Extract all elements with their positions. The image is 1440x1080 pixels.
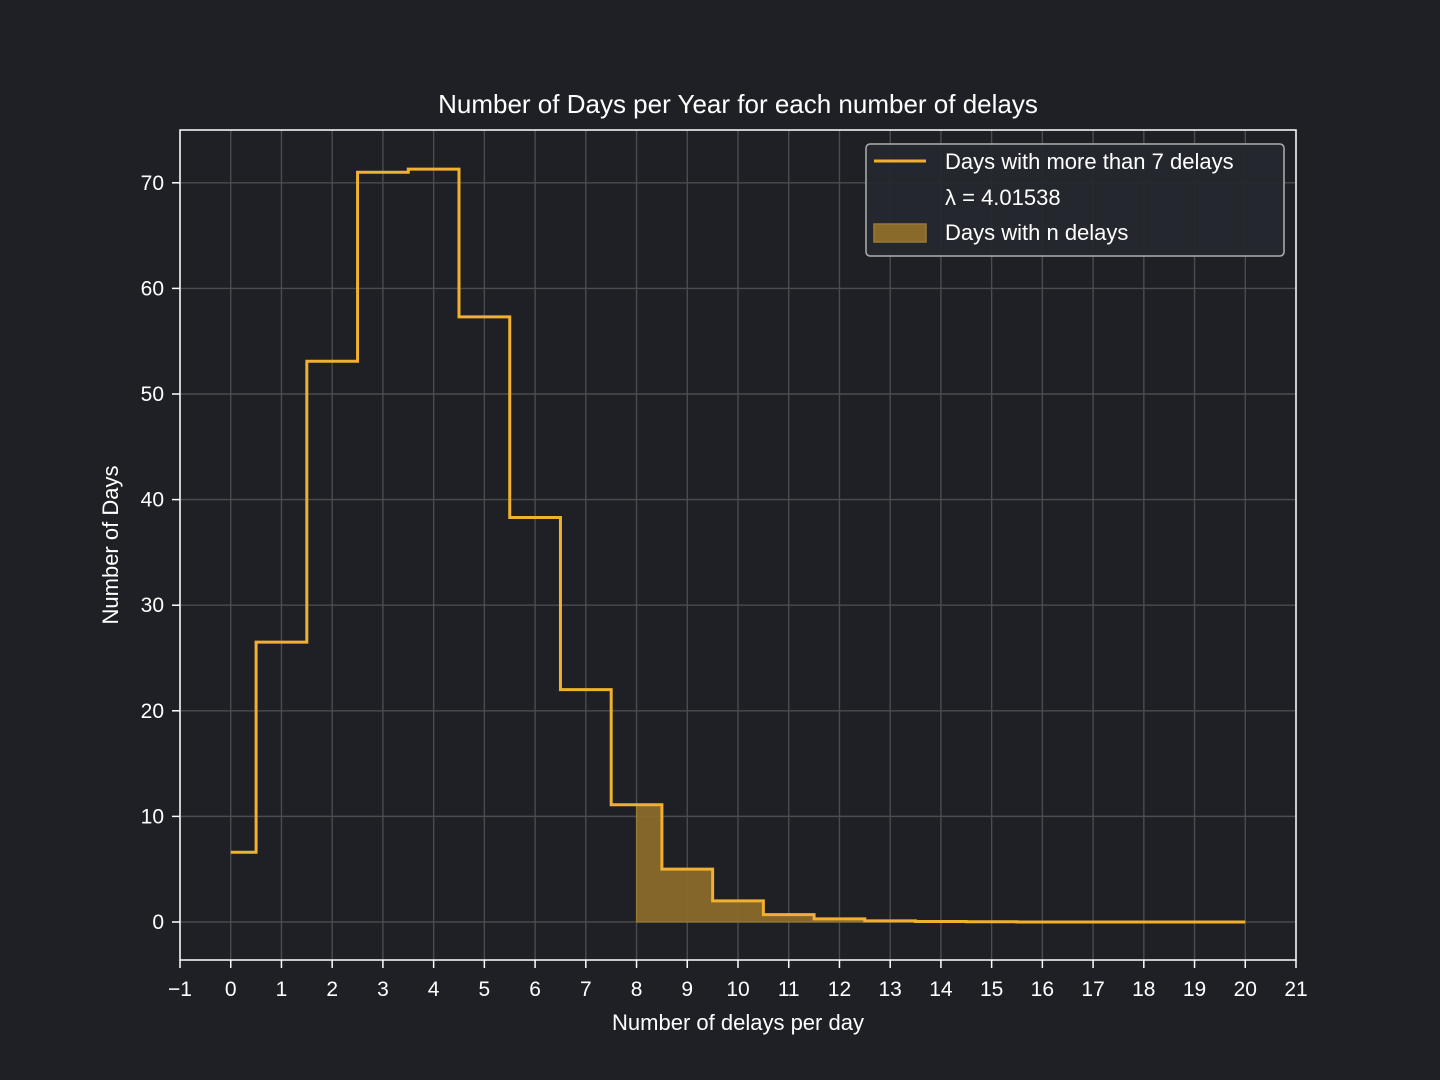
y-tick-label: 70 xyxy=(141,172,164,195)
step-line-days-with-more-than-7-delays xyxy=(230,167,1246,924)
y-axis-ticks: 0 10 20 30 40 50 60 70 xyxy=(141,172,180,934)
x-tick-label: 18 xyxy=(1132,978,1155,1001)
x-tick-label: 2 xyxy=(326,978,338,1001)
x-tick-label: 1 xyxy=(276,978,288,1001)
y-tick-label: 40 xyxy=(141,489,164,512)
x-tick-label: 8 xyxy=(631,978,643,1001)
x-tick-label: 16 xyxy=(1031,978,1054,1001)
x-tick-label: −1 xyxy=(168,978,192,1001)
x-tick-label: 14 xyxy=(929,978,953,1001)
y-tick-label: 0 xyxy=(152,911,164,934)
legend-box xyxy=(865,143,1285,257)
x-tick-label: 10 xyxy=(726,978,749,1001)
x-tick-label: 5 xyxy=(479,978,491,1001)
x-tick-label: 9 xyxy=(681,978,693,1001)
legend-patch-marker xyxy=(873,223,927,243)
legend-label-lambda: λ = 4.01538 xyxy=(945,185,1061,210)
x-tick-label: 7 xyxy=(580,978,592,1001)
legend-label-line: Days with more than 7 delays xyxy=(945,149,1234,174)
y-axis-label: Number of Days xyxy=(98,466,123,625)
x-tick-label: 21 xyxy=(1284,978,1307,1001)
y-tick-label: 60 xyxy=(141,277,164,300)
y-tick-label: 20 xyxy=(141,700,164,723)
legend-label-fill: Days with n delays xyxy=(945,220,1128,245)
x-tick-label: 20 xyxy=(1234,978,1257,1001)
step-line-layer xyxy=(230,167,1246,924)
x-tick-label: 12 xyxy=(828,978,851,1001)
x-tick-label: 17 xyxy=(1081,978,1104,1001)
x-tick-label: 4 xyxy=(428,978,440,1001)
x-tick-label: 15 xyxy=(980,978,1003,1001)
x-tick-label: 0 xyxy=(225,978,237,1001)
x-axis-ticks: −1 0 1 2 3 4 5 6 7 8 9 10 11 12 13 14 15 16 17 18 19 20 21 xyxy=(168,960,1308,1001)
x-tick-label: 19 xyxy=(1183,978,1206,1001)
y-tick-label: 50 xyxy=(141,383,164,406)
chart-title: Number of Days per Year for each number … xyxy=(438,89,1038,119)
x-tick-label: 11 xyxy=(778,978,800,1001)
y-tick-label: 10 xyxy=(141,805,164,828)
x-tick-label: 13 xyxy=(879,978,902,1001)
x-tick-label: 3 xyxy=(377,978,389,1001)
y-tick-label: 30 xyxy=(141,594,164,617)
legend: Days with more than 7 delays λ = 4.01538… xyxy=(865,143,1285,257)
x-axis-label: Number of delays per day xyxy=(612,1010,864,1035)
x-tick-label: 6 xyxy=(529,978,541,1001)
